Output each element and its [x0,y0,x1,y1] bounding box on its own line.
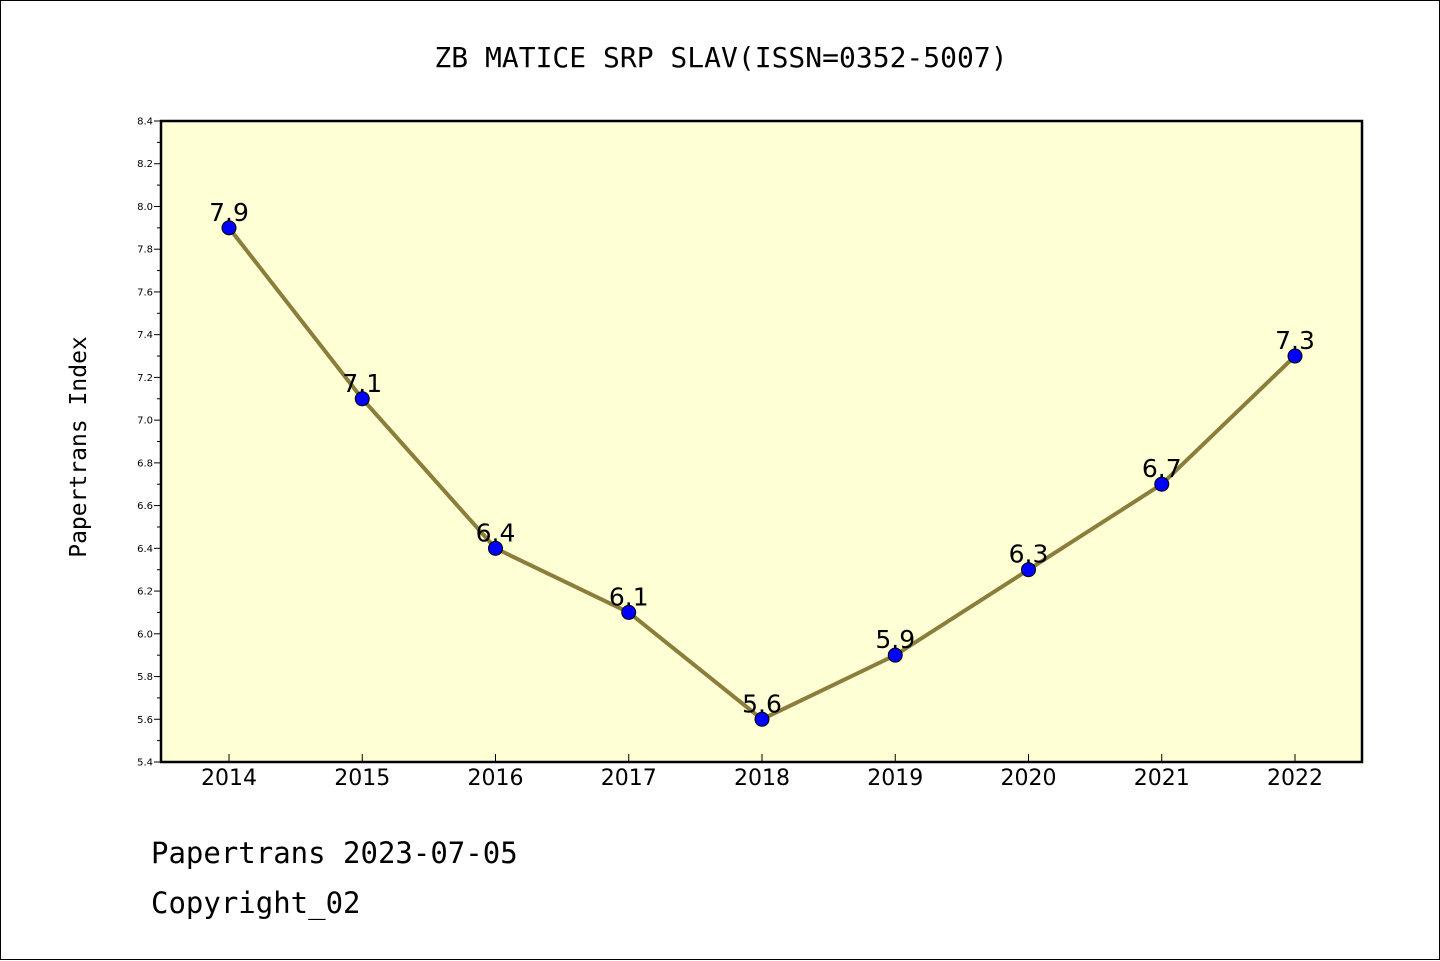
footer-date-text: Papertrans 2023-07-05 [151,836,518,870]
data-point-marker [488,540,503,556]
y-axis-label: Papertrans Index [66,336,92,558]
y-tick-label: 6.8 [137,458,153,469]
x-tick-label: 2014 [201,766,257,791]
footer-copyright-text: Copyright_02 [151,886,361,920]
plot-border [159,119,1364,764]
data-label: 7.3 [1275,326,1315,355]
data-label: 6.3 [1009,540,1049,569]
data-point-marker [754,711,770,727]
data-markers [221,220,1303,727]
y-tick-label: 7.8 [137,245,153,256]
y-tick-label: 6.0 [137,629,153,640]
y-tick-label: 6.2 [137,587,153,598]
y-tick-label: 5.4 [137,758,153,769]
y-tick-label: 5.6 [137,715,153,726]
y-tick-label: 7.0 [137,416,153,427]
data-point-marker [221,220,237,236]
y-tick-label: 8.4 [137,117,153,128]
x-tick-label: 2017 [601,766,657,791]
y-tick-label: 7.4 [137,330,153,341]
x-tick-label: 2021 [1134,766,1190,791]
data-label: 6.7 [1142,454,1182,483]
y-tick-label: 7.6 [137,287,153,298]
y-axis-ticks: 5.4 5.6 5.8 6.0 6.2 6.4 6.6 6.8 7.0 7.2 7.4 7.6 7.8 8… [137,117,161,769]
data-point-marker [621,604,637,620]
y-tick-label: 8.2 [137,159,153,170]
data-label: 5.9 [875,625,915,654]
data-label: 7.1 [342,369,382,398]
data-labels: 7.9 7.1 6.4 6.1 5.6 5.9 6.3 6.7 7.3 [209,198,1315,718]
chart-title: ZB MATICE SRP SLAV(ISSN=0352-5007) [434,41,1007,74]
x-tick-label: 2019 [867,766,923,791]
data-label: 6.1 [609,582,649,611]
data-label: 7.9 [209,198,249,227]
data-point-marker [354,391,370,407]
data-label: 6.4 [476,518,516,547]
x-tick-label: 2022 [1267,766,1323,791]
data-point-marker [1287,348,1303,364]
y-tick-label: 8.0 [137,202,153,213]
y-tick-label: 5.8 [137,672,153,683]
x-tick-label: 2016 [468,766,524,791]
y-tick-label: 6.4 [137,544,153,555]
data-point-marker [1154,476,1170,492]
x-tick-label: 2018 [734,766,790,791]
y-tick-label: 6.6 [137,501,153,512]
x-tick-label: 2020 [1001,766,1057,791]
x-axis-ticks: 2014 2015 2016 2017 2018 2019 2020 2021 2022 [201,754,1323,791]
data-label: 5.6 [742,689,782,718]
data-point-marker [887,647,903,663]
y-tick-label: 7.2 [137,373,153,384]
data-point-marker [1021,562,1036,578]
plot-area [161,121,1362,762]
x-tick-label: 2015 [334,766,390,791]
